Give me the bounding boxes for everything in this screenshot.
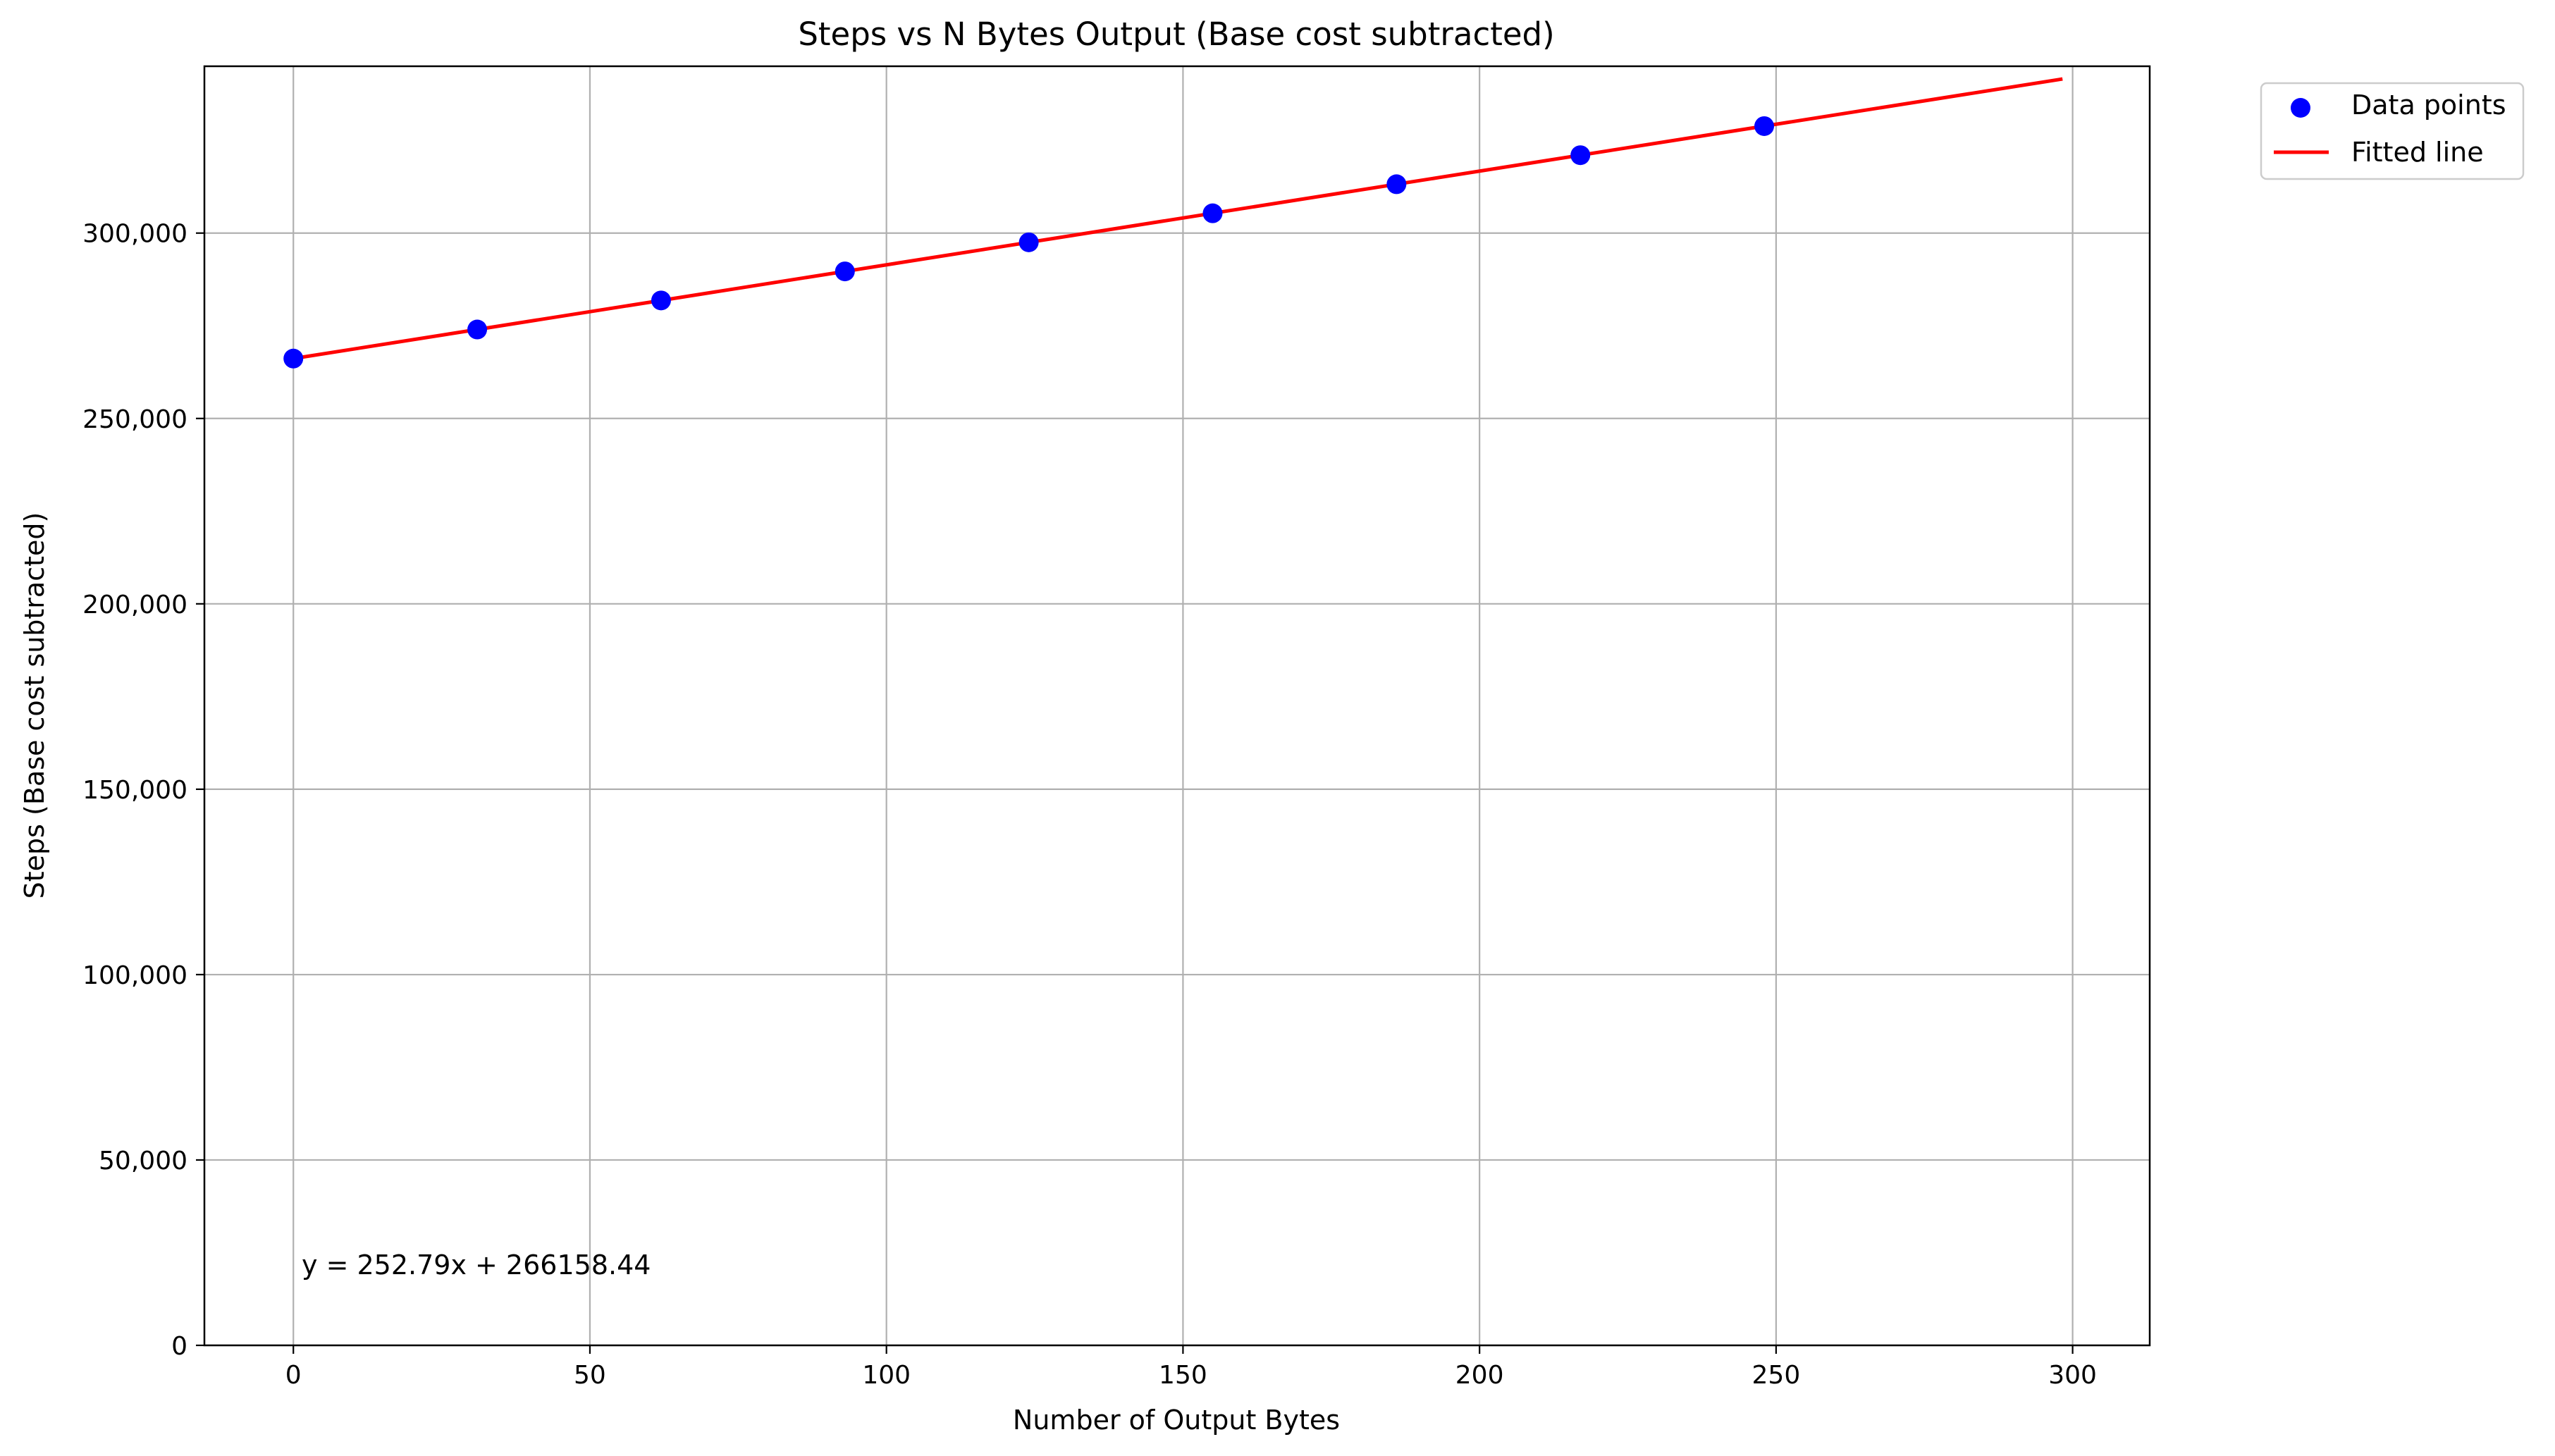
x-tick-label: 250 [1752, 1361, 1801, 1390]
y-tick-label: 0 [171, 1332, 187, 1361]
y-axis-label: Steps (Base cost subtracted) [19, 512, 50, 899]
data-point [1754, 116, 1775, 136]
legend: Data points Fitted line [2260, 82, 2525, 180]
data-point [283, 348, 304, 369]
data-points-layer [283, 116, 1775, 369]
x-tick-label: 300 [2048, 1361, 2097, 1390]
x-tick-label: 50 [574, 1361, 606, 1390]
plot-frame [203, 65, 2151, 1347]
chart-title: Steps vs N Bytes Output (Base cost subtr… [798, 16, 1554, 53]
data-point [1386, 174, 1407, 195]
x-tick-label: 0 [285, 1361, 302, 1390]
x-axis-ticks: 0 50 100 150 200 250 300 [285, 1345, 2097, 1390]
x-tick-label: 150 [1159, 1361, 1207, 1390]
plot-area [204, 66, 2150, 1345]
legend-box [2260, 82, 2525, 180]
data-point [835, 261, 855, 282]
legend-label-data-points: Data points [2351, 90, 2506, 121]
x-tick-label: 100 [862, 1361, 911, 1390]
y-tick-label: 250,000 [82, 405, 187, 434]
y-tick-label: 300,000 [82, 220, 187, 249]
y-tick-label: 150,000 [82, 776, 187, 805]
fit-equation-annotation: y = 252.79x + 266158.44 [302, 1250, 651, 1281]
x-axis-label: Number of Output Bytes [1013, 1405, 1340, 1436]
data-point [1202, 203, 1223, 223]
legend-label-fitted-line: Fitted line [2351, 137, 2484, 168]
y-tick-label: 200,000 [82, 591, 187, 619]
data-point [467, 319, 488, 340]
y-axis-ticks: 0 50,000 100,000 150,000 200,000 250,000 300,0… [82, 220, 204, 1361]
data-point [651, 290, 671, 311]
x-tick-label: 200 [1455, 1361, 1504, 1390]
legend-marker-data-points [2291, 98, 2310, 118]
y-tick-label: 100,000 [82, 961, 187, 990]
data-point [1018, 232, 1039, 252]
y-tick-label: 50,000 [99, 1147, 187, 1176]
data-point [1570, 145, 1591, 166]
